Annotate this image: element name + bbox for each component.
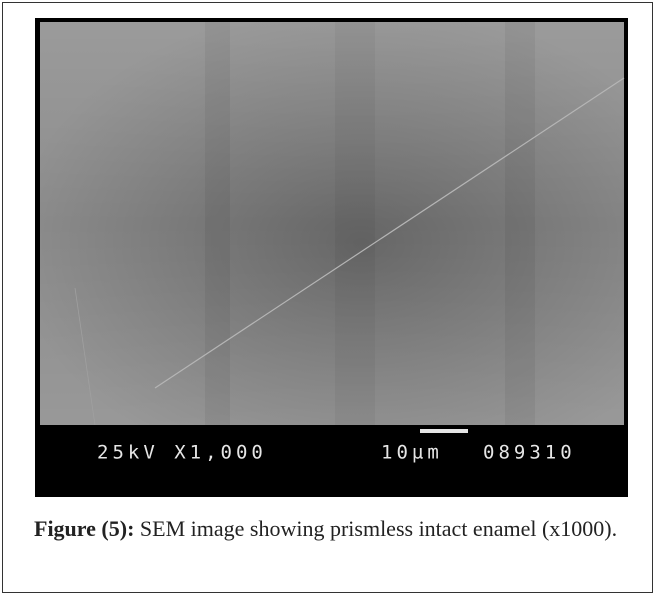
sem-image: 25kV X1,000 10µm 089310 bbox=[35, 18, 628, 497]
info-left: 25kV X1,000 bbox=[97, 442, 267, 464]
band bbox=[335, 22, 375, 425]
shading bbox=[40, 22, 624, 425]
band bbox=[505, 22, 535, 425]
image-code: 089310 bbox=[483, 442, 576, 464]
caption-label: Figure (5): bbox=[34, 516, 134, 541]
caption: Figure (5): SEM image showing prismless … bbox=[34, 510, 634, 548]
band bbox=[205, 22, 230, 425]
scale-label: 10µm bbox=[381, 442, 443, 464]
scale-bar bbox=[420, 429, 468, 433]
caption-text: SEM image showing prismless intact ename… bbox=[140, 516, 617, 541]
page: {"image": {"info_left": "25kV X1,000", "… bbox=[0, 0, 657, 597]
